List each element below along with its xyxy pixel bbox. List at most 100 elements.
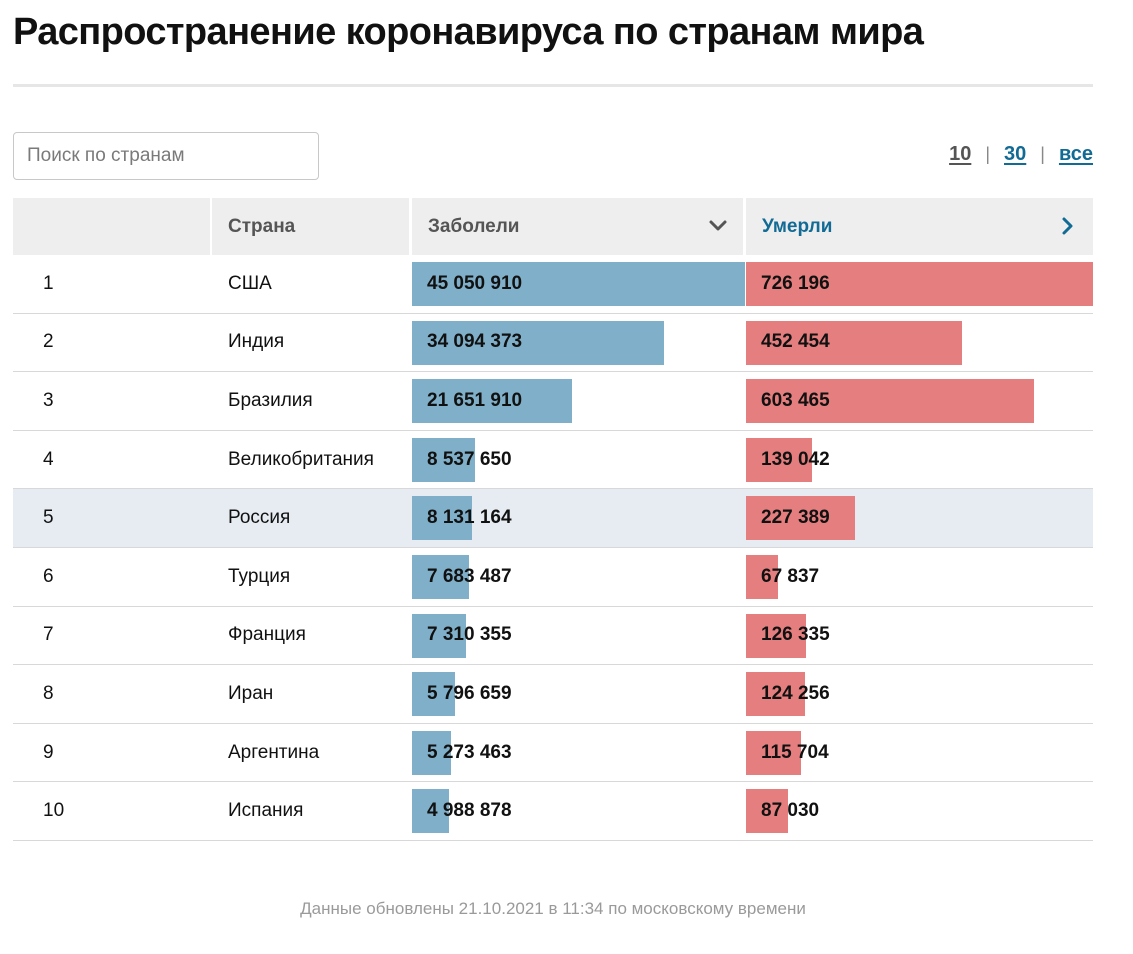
cases-bar: [412, 320, 664, 365]
deaths-value-label: 452 454: [761, 331, 830, 353]
deaths-column-label: Умерли: [762, 215, 833, 237]
cases-cell: 5 273 463: [412, 724, 745, 782]
page-size-all-link[interactable]: все: [1058, 143, 1093, 165]
chevron-down-icon[interactable]: [707, 215, 729, 237]
pager-separator: |: [985, 144, 991, 164]
deaths-bar: [746, 262, 1093, 306]
deaths-bar: [746, 379, 1035, 424]
row-country-name: Россия: [228, 507, 291, 529]
deaths-cell: 67 837: [746, 548, 1093, 606]
deaths-bar: [746, 496, 855, 541]
row-country-name: Бразилия: [228, 389, 313, 411]
cases-cell: 8 537 650: [412, 431, 745, 489]
row-rank: 1: [43, 272, 54, 294]
table-row[interactable]: 4 Великобритания 8 537 650 139 042: [13, 431, 1093, 490]
deaths-bar: [746, 730, 802, 775]
cases-bar: [412, 672, 455, 717]
country-column-label: Страна: [228, 215, 296, 237]
cases-bar: [412, 262, 745, 306]
cases-value-label: 7 310 355: [427, 624, 512, 646]
deaths-value-label: 227 389: [761, 507, 830, 529]
row-country-name: Аргентина: [228, 741, 320, 763]
cases-bar: [412, 613, 466, 658]
rows-per-page-selector: 10 | 30 | все: [949, 143, 1093, 166]
deaths-value-label: 126 335: [761, 624, 830, 646]
row-rank: 5: [43, 507, 54, 529]
cases-bar: [412, 789, 449, 834]
country-column-header[interactable]: Страна: [212, 198, 409, 255]
deaths-cell: 87 030: [746, 782, 1093, 840]
row-rank: 8: [43, 682, 54, 704]
cases-cell: 34 094 373: [412, 314, 745, 372]
cases-cell: 7 310 355: [412, 607, 745, 665]
deaths-cell: 126 335: [746, 607, 1093, 665]
table-row[interactable]: 3 Бразилия 21 651 910 603 465: [13, 372, 1093, 431]
chevron-right-icon[interactable]: [1057, 215, 1079, 237]
deaths-value-label: 139 042: [761, 448, 830, 470]
deaths-value-label: 124 256: [761, 682, 830, 704]
cases-bar: [412, 554, 469, 599]
cases-column-header[interactable]: Заболели: [412, 198, 743, 255]
cases-value-label: 8 131 164: [427, 507, 512, 529]
cases-bar: [412, 437, 476, 482]
table-body: 1 США 45 050 910 726 196 2 Индия 34 094 373 452…: [13, 255, 1093, 841]
table-row[interactable]: 6 Турция 7 683 487 67 837: [13, 548, 1093, 607]
cases-value-label: 7 683 487: [427, 565, 512, 587]
deaths-bar: [746, 613, 807, 658]
cases-cell: 21 651 910: [412, 372, 745, 430]
cases-value-label: 5 273 463: [427, 741, 512, 763]
row-country-name: Испания: [228, 800, 304, 822]
deaths-column-header[interactable]: Умерли: [746, 198, 1093, 255]
deaths-cell: 603 465: [746, 372, 1093, 430]
table-row[interactable]: 5 Россия 8 131 164 227 389: [13, 489, 1093, 548]
deaths-value-label: 67 837: [761, 565, 820, 587]
cases-cell: 7 683 487: [412, 548, 745, 606]
rank-column-header: [13, 198, 210, 255]
cases-cell: 4 988 878: [412, 782, 745, 840]
table-row[interactable]: 8 Иран 5 796 659 124 256: [13, 665, 1093, 724]
table-row[interactable]: 10 Испания 4 988 878 87 030: [13, 782, 1093, 841]
cases-value-label: 34 094 373: [427, 331, 523, 353]
deaths-cell: 452 454: [746, 314, 1093, 372]
table-row[interactable]: 1 США 45 050 910 726 196: [13, 255, 1093, 314]
cases-cell: 5 796 659: [412, 665, 745, 723]
cases-column-label: Заболели: [428, 215, 520, 237]
deaths-cell: 227 389: [746, 489, 1093, 547]
table-row[interactable]: 9 Аргентина 5 273 463 115 704: [13, 724, 1093, 783]
data-updated-note: Данные обновлены 21.10.2021 в 11:34 по м…: [300, 899, 806, 918]
row-country-name: Турция: [228, 565, 291, 587]
deaths-cell: 726 196: [746, 255, 1093, 313]
deaths-value-label: 115 704: [761, 741, 829, 763]
page-size-10-link[interactable]: 10: [949, 143, 972, 165]
cases-cell: 45 050 910: [412, 255, 745, 313]
deaths-value-label: 726 196: [761, 272, 830, 294]
page-size-30-link[interactable]: 30: [1004, 143, 1027, 165]
row-country-name: Иран: [228, 682, 274, 704]
deaths-value-label: 87 030: [761, 800, 820, 822]
cases-bar: [412, 730, 451, 775]
row-country-name: Индия: [228, 331, 285, 353]
title-divider: [13, 84, 1093, 87]
country-search-input[interactable]: [13, 132, 319, 180]
cases-value-label: 45 050 910: [427, 272, 523, 294]
row-country-name: США: [228, 272, 272, 294]
table-header: Страна Заболели Умерли: [13, 198, 1093, 255]
deaths-bar: [746, 320, 963, 365]
table-row[interactable]: 2 Индия 34 094 373 452 454: [13, 314, 1093, 373]
deaths-cell: 139 042: [746, 431, 1093, 489]
deaths-bar: [746, 554, 779, 599]
row-rank: 10: [43, 800, 65, 822]
deaths-cell: 124 256: [746, 665, 1093, 723]
cases-value-label: 5 796 659: [427, 682, 512, 704]
table-row[interactable]: 7 Франция 7 310 355 126 335: [13, 607, 1093, 666]
cases-value-label: 21 651 910: [427, 389, 523, 411]
pager-separator: |: [1040, 144, 1045, 164]
deaths-bar: [746, 789, 788, 834]
row-rank: 9: [43, 741, 54, 763]
cases-value-label: 8 537 650: [427, 448, 512, 470]
deaths-value-label: 603 465: [761, 389, 830, 411]
row-country-name: Великобритания: [228, 448, 374, 470]
row-rank: 3: [43, 389, 54, 411]
cases-value-label: 4 988 878: [427, 800, 512, 822]
deaths-cell: 115 704: [746, 724, 1093, 782]
